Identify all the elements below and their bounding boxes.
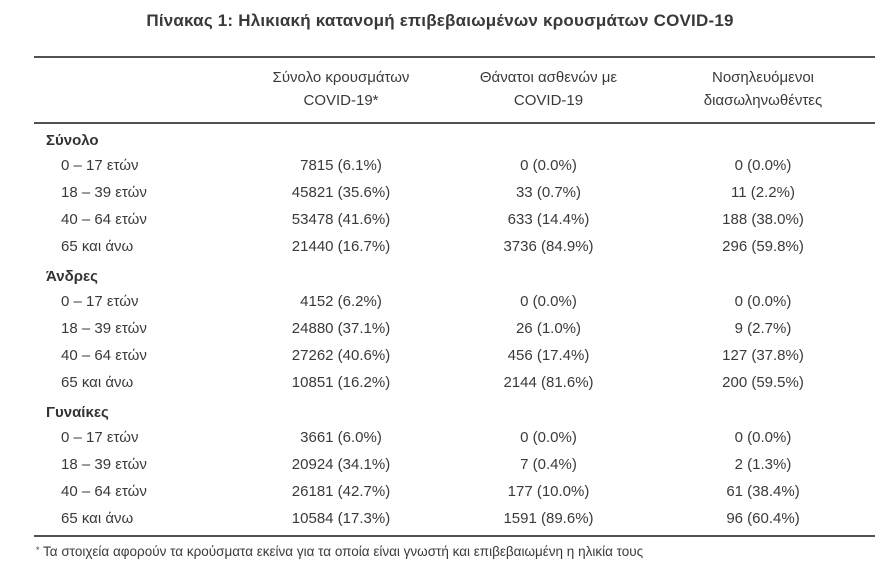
deaths-cell: 33 (0.7%) xyxy=(515,184,582,201)
section-header-men: Άνδρες xyxy=(46,268,98,285)
intubated-cell: 0 (0.0%) xyxy=(734,157,792,174)
section-header-total: Σύνολο xyxy=(46,132,99,149)
cases-cell: 3661 (6.0%) xyxy=(300,429,382,446)
row-label: 40 – 64 ετών xyxy=(61,211,147,228)
cases-cell: 26181 (42.7%) xyxy=(291,483,391,500)
row-label: 65 και άνω xyxy=(61,374,134,391)
column-header-intubated-line1: Νοσηλευόμενοι xyxy=(711,69,814,86)
table-row: 40 – 64 ετών 27262 (40.6%) 456 (17.4%) 1… xyxy=(34,342,875,369)
cases-cell: 20924 (34.1%) xyxy=(291,456,391,473)
table-row: 0 – 17 ετών 7815 (6.1%) 0 (0.0%) 0 (0.0%… xyxy=(34,152,875,179)
intubated-cell: 96 (60.4%) xyxy=(726,510,800,527)
deaths-cell: 26 (1.0%) xyxy=(515,320,582,337)
table-row: 18 – 39 ετών 20924 (34.1%) 7 (0.4%) 2 (1… xyxy=(34,451,875,478)
row-label: 18 – 39 ετών xyxy=(61,456,147,473)
row-label: 18 – 39 ετών xyxy=(61,320,147,337)
footnote-asterisk: * xyxy=(36,545,40,555)
intubated-cell: 296 (59.8%) xyxy=(722,238,804,255)
cases-cell: 4152 (6.2%) xyxy=(300,293,382,310)
table-row: 18 – 39 ετών 24880 (37.1%) 26 (1.0%) 9 (… xyxy=(34,315,875,342)
row-label: 0 – 17 ετών xyxy=(61,429,139,446)
cases-cell: 45821 (35.6%) xyxy=(291,184,391,201)
footnote-text: Τα στοιχεία αφορούν τα κρούσματα εκείνα … xyxy=(43,544,644,559)
covid-age-table: Σύνολο κρουσμάτων COVID-19* Θάνατοι ασθε… xyxy=(34,56,875,537)
deaths-cell: 7 (0.4%) xyxy=(520,456,577,473)
deaths-cell: 633 (14.4%) xyxy=(507,211,590,228)
row-label: 40 – 64 ετών xyxy=(61,347,147,364)
table-body: Σύνολο 0 – 17 ετών 7815 (6.1%) 0 (0.0%) … xyxy=(34,124,875,537)
row-label: 0 – 17 ετών xyxy=(61,157,139,174)
cases-cell: 10584 (17.3%) xyxy=(291,510,391,527)
cases-cell: 10851 (16.2%) xyxy=(291,374,391,391)
intubated-cell: 2 (1.3%) xyxy=(734,456,792,473)
table-row: 65 και άνω 10851 (16.2%) 2144 (81.6%) 20… xyxy=(34,369,875,396)
column-header-deaths: Θάνατοι ασθενών με COVID-19 xyxy=(446,67,651,112)
row-label: 65 και άνω xyxy=(61,510,134,527)
deaths-cell: 456 (17.4%) xyxy=(507,347,590,364)
cases-cell: 24880 (37.1%) xyxy=(291,320,391,337)
column-header-cases-line2: COVID-19* xyxy=(303,91,379,109)
intubated-cell: 200 (59.5%) xyxy=(722,374,804,391)
deaths-cell: 177 (10.0%) xyxy=(507,483,590,500)
row-label: 18 – 39 ετών xyxy=(61,184,147,201)
deaths-cell: 0 (0.0%) xyxy=(520,157,577,174)
deaths-cell: 2144 (81.6%) xyxy=(503,374,594,391)
row-label: 65 και άνω xyxy=(61,238,134,255)
cases-cell: 53478 (41.6%) xyxy=(291,211,391,228)
deaths-cell: 0 (0.0%) xyxy=(520,429,577,446)
deaths-cell: 3736 (84.9%) xyxy=(503,238,594,255)
column-header-cases: Σύνολο κρουσμάτων COVID-19* xyxy=(236,67,446,112)
deaths-cell: 0 (0.0%) xyxy=(520,293,577,310)
intubated-cell: 127 (37.8%) xyxy=(722,347,804,364)
cases-cell: 27262 (40.6%) xyxy=(291,347,391,364)
intubated-cell: 9 (2.7%) xyxy=(734,320,792,337)
column-header-deaths-line2: COVID-19 xyxy=(513,91,584,109)
intubated-cell: 61 (38.4%) xyxy=(726,483,800,500)
table-row: 65 και άνω 21440 (16.7%) 3736 (84.9%) 29… xyxy=(34,233,875,260)
column-header-deaths-line1: Θάνατοι ασθενών με xyxy=(479,69,618,86)
table-row: 0 – 17 ετών 3661 (6.0%) 0 (0.0%) 0 (0.0%… xyxy=(34,424,875,451)
cases-cell: 21440 (16.7%) xyxy=(291,238,391,255)
intubated-cell: 11 (2.2%) xyxy=(731,184,795,201)
row-label: 40 – 64 ετών xyxy=(61,483,147,500)
table-header-row: Σύνολο κρουσμάτων COVID-19* Θάνατοι ασθε… xyxy=(34,56,875,124)
intubated-cell: 0 (0.0%) xyxy=(734,429,792,446)
column-header-cases-line1: Σύνολο κρουσμάτων xyxy=(272,69,410,86)
deaths-cell: 1591 (89.6%) xyxy=(503,510,594,527)
section-header-women: Γυναίκες xyxy=(46,404,109,421)
table-row: 0 – 17 ετών 4152 (6.2%) 0 (0.0%) 0 (0.0%… xyxy=(34,288,875,315)
cases-cell: 7815 (6.1%) xyxy=(300,157,382,174)
table-row: 65 και άνω 10584 (17.3%) 1591 (89.6%) 96… xyxy=(34,505,875,532)
table-row: 40 – 64 ετών 53478 (41.6%) 633 (14.4%) 1… xyxy=(34,206,875,233)
column-header-intubated-line2: διασωληνωθέντες xyxy=(703,91,823,109)
table-footnote: * Τα στοιχεία αφορούν τα κρούσματα εκείν… xyxy=(36,544,880,559)
intubated-cell: 188 (38.0%) xyxy=(722,211,804,228)
page-title: Πίνακας 1: Ηλικιακή κατανομή επιβεβαιωμέ… xyxy=(146,11,734,30)
table-row: 40 – 64 ετών 26181 (42.7%) 177 (10.0%) 6… xyxy=(34,478,875,505)
column-header-intubated: Νοσηλευόμενοι διασωληνωθέντες xyxy=(651,67,875,112)
row-label: 0 – 17 ετών xyxy=(61,293,139,310)
table-row: 18 – 39 ετών 45821 (35.6%) 33 (0.7%) 11 … xyxy=(34,179,875,206)
column-header-empty xyxy=(34,67,236,112)
intubated-cell: 0 (0.0%) xyxy=(734,293,792,310)
